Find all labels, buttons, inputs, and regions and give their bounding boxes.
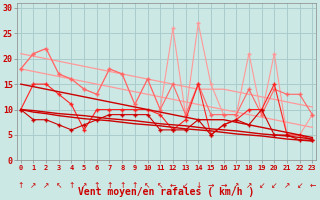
Text: ↙: ↙ (182, 181, 189, 190)
Text: ↓: ↓ (195, 181, 201, 190)
Text: ↗: ↗ (81, 181, 87, 190)
Text: ↖: ↖ (56, 181, 62, 190)
Text: ↖: ↖ (157, 181, 164, 190)
Text: ↑: ↑ (106, 181, 113, 190)
Text: ↗: ↗ (284, 181, 290, 190)
Text: ↗: ↗ (43, 181, 49, 190)
Text: ↖: ↖ (144, 181, 151, 190)
Text: ↑: ↑ (68, 181, 75, 190)
Text: ↑: ↑ (18, 181, 24, 190)
Text: ↑: ↑ (94, 181, 100, 190)
Text: ↙: ↙ (259, 181, 265, 190)
X-axis label: Vent moyen/en rafales ( km/h ): Vent moyen/en rafales ( km/h ) (78, 187, 255, 197)
Text: ↑: ↑ (132, 181, 138, 190)
Text: ↙: ↙ (271, 181, 277, 190)
Text: ↑: ↑ (119, 181, 125, 190)
Text: ↙: ↙ (296, 181, 303, 190)
Text: ↗: ↗ (246, 181, 252, 190)
Text: ←: ← (170, 181, 176, 190)
Text: →: → (220, 181, 227, 190)
Text: ↗: ↗ (233, 181, 239, 190)
Text: ←: ← (309, 181, 316, 190)
Text: →: → (208, 181, 214, 190)
Text: ↗: ↗ (30, 181, 36, 190)
